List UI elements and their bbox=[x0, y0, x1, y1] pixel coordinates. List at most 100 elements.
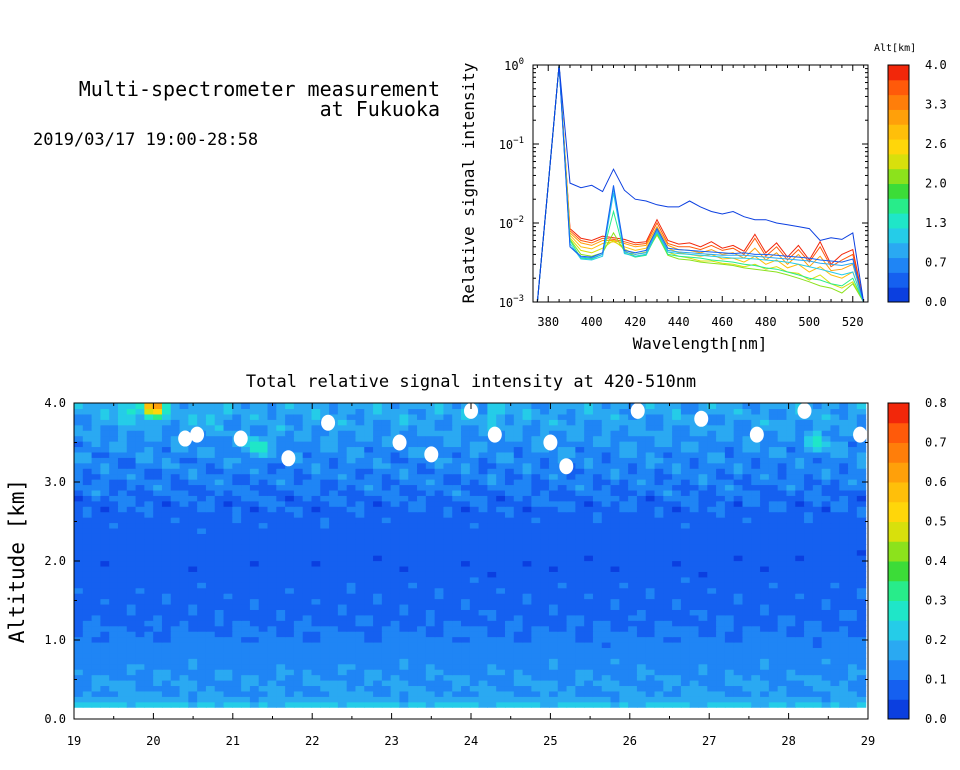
heatmap-cell bbox=[628, 690, 638, 697]
heatmap-cell bbox=[337, 549, 348, 556]
heatmap-cell bbox=[381, 631, 392, 638]
heatmap-cell bbox=[205, 598, 216, 605]
heatmap-cell bbox=[390, 685, 401, 692]
heatmap-cell bbox=[452, 598, 462, 605]
heatmap-cell bbox=[329, 641, 339, 648]
heatmap-cell bbox=[355, 571, 365, 578]
heatmap-cell bbox=[716, 571, 726, 578]
heatmap-cell bbox=[117, 647, 128, 654]
heatmap-cell bbox=[452, 631, 462, 638]
heatmap-cell bbox=[856, 685, 867, 692]
heatmap-cell bbox=[320, 571, 330, 578]
heatmap-cell bbox=[724, 479, 735, 486]
heatmap-cell bbox=[276, 419, 286, 426]
heatmap-cell bbox=[82, 576, 93, 583]
heatmap-cell bbox=[443, 609, 453, 616]
heatmap-cell bbox=[381, 641, 392, 648]
heatmap-cell bbox=[267, 446, 277, 453]
heatmap-cell bbox=[680, 424, 691, 431]
heatmap-cell bbox=[636, 419, 647, 426]
heatmap-cell bbox=[214, 500, 225, 507]
heatmap-cell bbox=[161, 625, 172, 632]
heatmap-cell bbox=[74, 603, 84, 610]
heatmap-cell bbox=[417, 424, 427, 431]
heatmap-cell bbox=[434, 641, 445, 648]
heatmap-cell bbox=[742, 473, 752, 480]
heatmap-cell bbox=[469, 479, 480, 486]
heatmap-cell bbox=[812, 652, 823, 659]
heatmap-cell bbox=[302, 565, 313, 572]
heatmap-cell bbox=[645, 658, 656, 665]
heatmap-cell bbox=[531, 424, 541, 431]
heatmap-cell bbox=[179, 560, 189, 567]
heatmap-cell bbox=[733, 441, 744, 448]
heatmap-cell bbox=[135, 625, 145, 632]
heatmap-cell bbox=[513, 419, 524, 426]
heatmap-cell bbox=[478, 462, 488, 469]
heatmap-cell bbox=[461, 560, 471, 567]
heatmap-cell bbox=[848, 631, 858, 638]
heatmap-cell bbox=[707, 457, 717, 464]
heatmap-cell bbox=[135, 538, 145, 545]
heatmap-cell bbox=[144, 560, 154, 567]
heatmap-cell bbox=[795, 435, 805, 442]
heatmap-cell bbox=[856, 701, 867, 708]
heatmap-cell bbox=[540, 419, 550, 426]
heatmap-cell bbox=[689, 419, 700, 426]
heatmap-cell bbox=[144, 544, 154, 551]
heatmap-cell bbox=[452, 451, 462, 458]
heatmap-cell bbox=[408, 435, 418, 442]
heatmap-cell bbox=[531, 446, 541, 453]
heatmap-cell bbox=[117, 679, 128, 687]
heatmap-cell bbox=[364, 560, 374, 567]
heatmap-cell bbox=[478, 679, 488, 687]
heatmap-cell bbox=[117, 701, 128, 708]
heatmap-cell bbox=[540, 587, 550, 594]
heatmap-cell bbox=[197, 636, 207, 643]
heatmap-cell bbox=[135, 663, 145, 670]
heatmap-cell bbox=[768, 571, 779, 578]
heatmap-cell bbox=[381, 451, 392, 458]
heatmap-cell bbox=[469, 582, 480, 589]
heatmap-cell bbox=[249, 620, 260, 627]
heatmap-cell bbox=[425, 495, 436, 502]
heatmap-cell bbox=[821, 571, 832, 578]
heatmap-cell bbox=[293, 538, 304, 545]
heatmap-cell bbox=[170, 663, 181, 670]
heatmap-cell bbox=[716, 424, 726, 431]
heatmap-cell bbox=[117, 669, 128, 676]
heatmap-cell bbox=[223, 517, 233, 524]
heatmap-cell bbox=[672, 685, 682, 692]
heatmap-cell bbox=[522, 685, 532, 692]
heatmap-cell bbox=[276, 495, 286, 502]
heatmap-cell bbox=[117, 614, 128, 621]
heatmap-cell bbox=[373, 598, 383, 605]
heatmap-cell bbox=[373, 582, 383, 589]
heatmap-cell bbox=[91, 625, 101, 632]
heatmap-cell bbox=[716, 538, 726, 545]
heatmap-cell bbox=[390, 636, 401, 643]
heatmap-cell bbox=[689, 560, 700, 567]
heatmap-cell bbox=[100, 435, 110, 442]
heatmap-cell bbox=[434, 652, 445, 659]
heatmap-cell bbox=[443, 641, 453, 648]
heatmap-cell bbox=[126, 549, 137, 556]
heatmap-cell bbox=[205, 674, 216, 681]
heatmap-cell bbox=[724, 625, 735, 632]
heatmap-cell bbox=[276, 685, 286, 692]
heatmap-cell bbox=[777, 565, 788, 572]
heatmap-cell bbox=[161, 685, 172, 692]
heatmap-cell bbox=[337, 517, 348, 524]
heatmap-cell bbox=[716, 451, 726, 458]
heatmap-cell bbox=[760, 462, 770, 469]
heatmap-cell bbox=[839, 690, 849, 697]
heatmap-cell bbox=[434, 441, 445, 448]
heatmap-cell bbox=[839, 500, 849, 507]
heatmap-cell bbox=[733, 609, 744, 616]
heatmap-cell bbox=[425, 555, 436, 562]
heatmap-cell bbox=[566, 484, 576, 491]
heatmap-cell bbox=[170, 587, 181, 594]
spectrum-plot: 380 400 420 440 460 480 500 52010−310−210−1100 … bbox=[459, 57, 869, 353]
heatmap-cell bbox=[117, 489, 128, 496]
heatmap-cell bbox=[566, 696, 576, 703]
